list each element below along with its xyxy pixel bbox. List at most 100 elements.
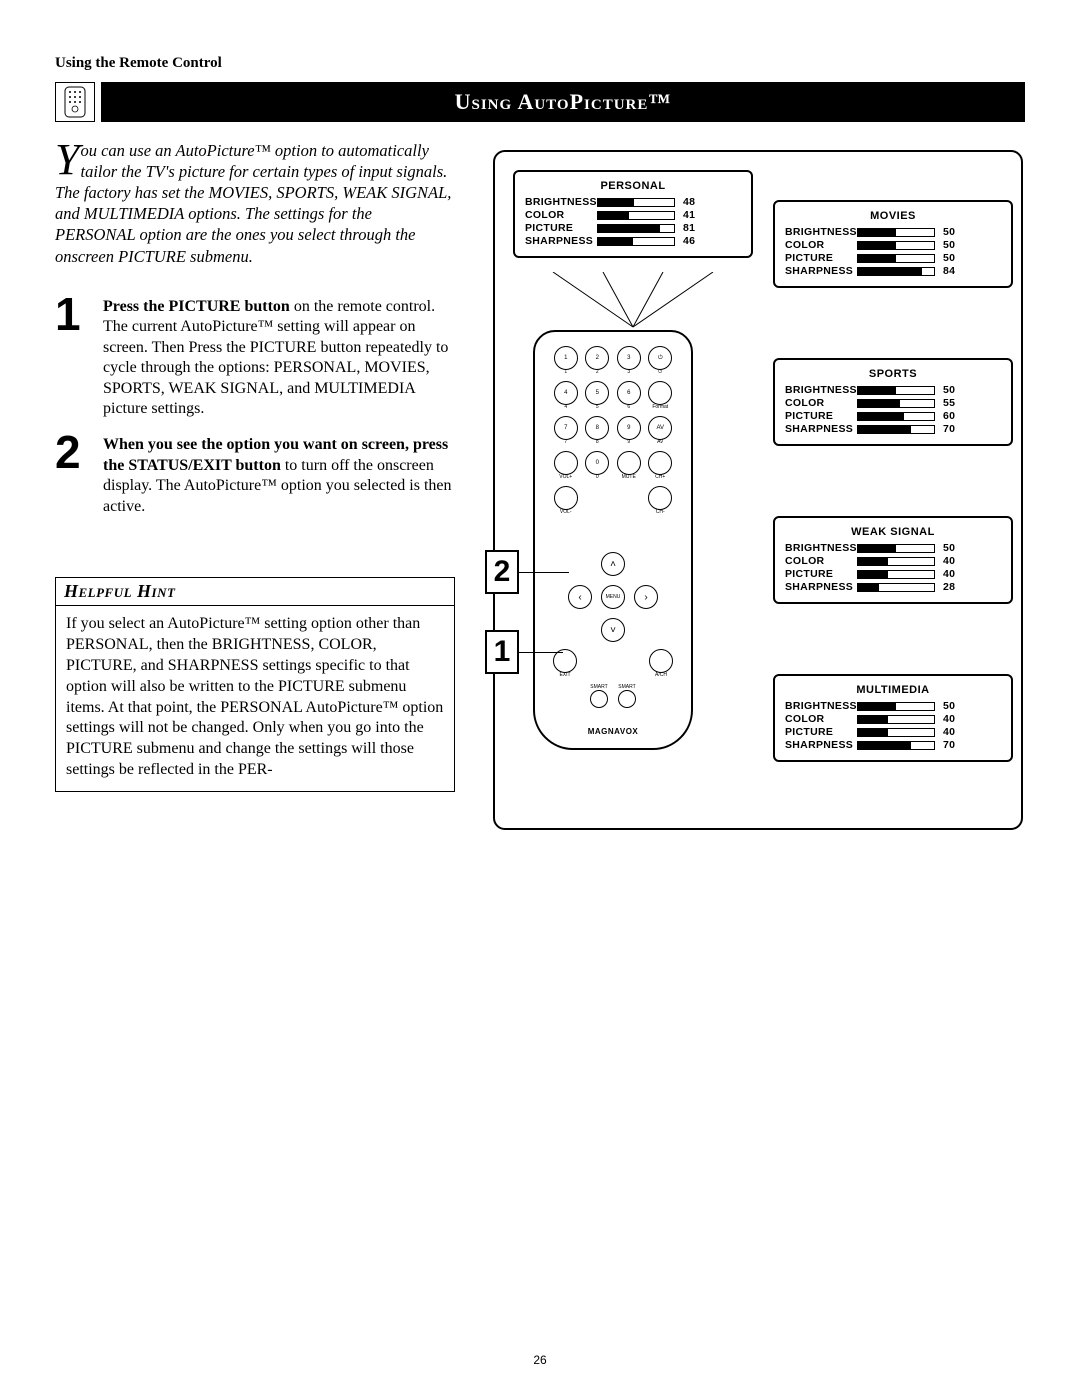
setting-label: BRIGHTNESS — [785, 226, 857, 238]
remote-key: 3 — [617, 346, 641, 370]
callout-box-2: 2 — [485, 550, 519, 594]
panel-sports: SPORTS BRIGHTNESS50COLOR55PICTURE60SHARP… — [773, 358, 1013, 446]
remote-key-label: CH- — [648, 510, 674, 515]
remote-illustration: 112233⏻⏻445566Format778899AVAVVOL+00MUTE… — [533, 330, 693, 750]
setting-bar — [857, 228, 935, 237]
setting-row: COLOR40 — [785, 555, 1001, 567]
setting-bar — [857, 399, 935, 408]
helpful-hint-box: Helpful Hint If you select an AutoPictur… — [55, 577, 455, 791]
setting-row: BRIGHTNESS48 — [525, 196, 741, 208]
smart-label: SMART — [590, 685, 608, 690]
diagram-area: PERSONAL BRIGHTNESS48COLOR41PICTURE81SHA… — [483, 140, 1023, 910]
setting-bar — [857, 241, 935, 250]
setting-bar — [857, 386, 935, 395]
panel-rows: BRIGHTNESS50COLOR50PICTURE50SHARPNESS84 — [785, 226, 1001, 277]
setting-bar — [597, 198, 675, 207]
setting-value: 40 — [943, 713, 965, 725]
panel-personal: PERSONAL BRIGHTNESS48COLOR41PICTURE81SHA… — [513, 170, 753, 258]
setting-value: 50 — [943, 252, 965, 264]
setting-value: 28 — [943, 581, 965, 593]
setting-value: 46 — [683, 235, 705, 247]
remote-key-label: Format — [648, 405, 674, 410]
setting-row: COLOR40 — [785, 713, 1001, 725]
setting-label: COLOR — [525, 209, 597, 221]
setting-row: SHARPNESS 46 — [525, 235, 741, 247]
setting-value: 81 — [683, 222, 705, 234]
setting-bar — [857, 267, 935, 276]
setting-row: SHARPNESS 28 — [785, 581, 1001, 593]
remote-key: 5 — [585, 381, 609, 405]
step-1: 1 Press the PICTURE button on the remote… — [55, 295, 455, 420]
hint-title: Helpful Hint — [56, 578, 454, 606]
smart-picture-button — [590, 690, 608, 708]
remote-key-label: 6 — [616, 405, 642, 410]
step-number: 1 — [55, 295, 103, 420]
setting-bar — [857, 570, 935, 579]
remote-key-label: 5 — [585, 405, 611, 410]
callout-line — [519, 572, 569, 573]
step-2: 2 When you see the option you want on sc… — [55, 433, 455, 517]
setting-bar — [857, 254, 935, 263]
setting-label: BRIGHTNESS — [785, 700, 857, 712]
setting-bar — [857, 583, 935, 592]
setting-value: 40 — [943, 726, 965, 738]
smart-label: SMART — [618, 685, 636, 690]
remote-key-label: 4 — [553, 405, 579, 410]
remote-key: 2 — [585, 346, 609, 370]
remote-key-label: 0 — [585, 475, 611, 480]
remote-key-label: 7 — [553, 440, 579, 445]
setting-value: 50 — [943, 542, 965, 554]
setting-row: PICTURE60 — [785, 410, 1001, 422]
setting-row: BRIGHTNESS 50 — [785, 384, 1001, 396]
panel-rows: BRIGHTNESS 50 COLOR 55PICTURE60SHARPNESS70 — [785, 384, 1001, 435]
remote-key: 6 — [617, 381, 641, 405]
remote-key — [648, 486, 672, 510]
remote-key-label: MUTE — [616, 475, 642, 480]
step-number: 2 — [55, 433, 103, 517]
setting-label: SHARPNESS — [525, 235, 597, 247]
setting-row: COLOR50 — [785, 239, 1001, 251]
setting-value: 40 — [943, 555, 965, 567]
remote-key — [648, 381, 672, 405]
nav-right-button: › — [634, 585, 658, 609]
setting-value: 48 — [683, 196, 705, 208]
setting-value: 50 — [943, 384, 965, 396]
panel-title: MOVIES — [785, 210, 1001, 222]
setting-label: PICTURE — [785, 568, 857, 580]
intro-paragraph: You can use an AutoPicture™ option to au… — [55, 140, 455, 267]
setting-label: BRIGHTNESS — [785, 384, 857, 396]
setting-label: PICTURE — [785, 252, 857, 264]
setting-value: 50 — [943, 700, 965, 712]
setting-row: SHARPNESS70 — [785, 423, 1001, 435]
remote-key: 1 — [554, 346, 578, 370]
remote-key-label: VOL+ — [553, 475, 579, 480]
ach-label: A/CH — [649, 673, 673, 678]
page-title: Using AutoPicture™ — [101, 82, 1025, 122]
remote-key — [554, 486, 578, 510]
panel-weak-signal: WEAK SIGNAL BRIGHTNESS50COLOR40PICTURE40… — [773, 516, 1013, 604]
panel-rows: BRIGHTNESS48COLOR41PICTURE81SHARPNESS46 — [525, 196, 741, 247]
remote-key-label: 3 — [616, 370, 642, 375]
callout-fan-lines — [513, 272, 753, 332]
setting-bar — [857, 557, 935, 566]
remote-key-label: AV — [648, 440, 674, 445]
remote-key-label: ⏻ — [648, 370, 674, 375]
remote-key: 7 — [554, 416, 578, 440]
setting-label: SHARPNESS — [785, 265, 857, 277]
setting-label: SHARPNESS — [785, 581, 857, 593]
setting-bar — [597, 224, 675, 233]
setting-row: BRIGHTNESS50 — [785, 542, 1001, 554]
setting-row: SHARPNESS70 — [785, 739, 1001, 751]
setting-value: 70 — [943, 423, 965, 435]
panel-title: PERSONAL — [525, 180, 741, 192]
remote-key-label: VOL- — [553, 510, 579, 515]
remote-nav-cluster: ˄ ˅ ‹ › MENU — [568, 552, 658, 642]
section-header: Using the Remote Control — [55, 55, 1025, 72]
panel-title: MULTIMEDIA — [785, 684, 1001, 696]
remote-key: ⏻ — [648, 346, 672, 370]
setting-bar — [597, 211, 675, 220]
step-text: Press the PICTURE button on the remote c… — [103, 295, 455, 420]
setting-value: 55 — [943, 397, 965, 409]
setting-label: COLOR — [785, 397, 857, 409]
remote-keypad: 112233⏻⏻445566Format778899AVAVVOL+00MUTE… — [553, 346, 673, 515]
